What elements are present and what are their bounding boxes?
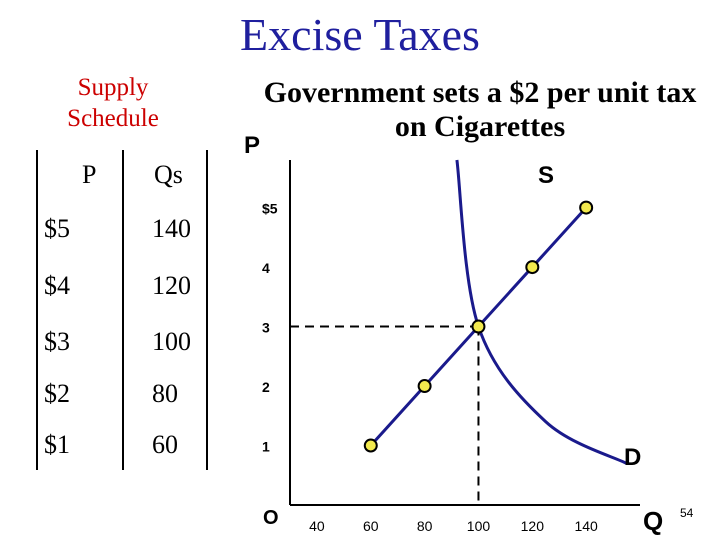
- supply-point: [525, 260, 540, 275]
- y-tick-label: 3: [262, 320, 270, 336]
- series-label-d: D: [624, 444, 641, 471]
- x-axis-label: Q: [643, 506, 663, 536]
- table-right-border: [206, 150, 208, 470]
- origin-label: O: [263, 507, 279, 529]
- y-tick-label: 4: [262, 260, 270, 276]
- table-cell-quantity: 140: [152, 214, 191, 243]
- table-cell-quantity: 100: [152, 327, 191, 356]
- table-cell-price: $3: [44, 327, 70, 356]
- supply-point: [417, 379, 432, 394]
- column-header-p: P: [82, 160, 97, 189]
- table-cell-price: $1: [44, 430, 70, 459]
- x-tick-label: 40: [309, 518, 325, 534]
- demand-curve: [455, 159, 628, 465]
- x-tick-label: 100: [467, 518, 491, 534]
- page-title: Excise Taxes: [240, 9, 480, 60]
- table-column-divider: [122, 150, 124, 470]
- series-label-s: S: [538, 162, 554, 189]
- table-left-border: [36, 150, 38, 470]
- table-cell-price: $4: [44, 271, 70, 300]
- supply-point: [363, 438, 378, 453]
- table-cell-quantity: 120: [152, 271, 191, 300]
- supply-point: [579, 200, 594, 215]
- x-tick-label: 120: [521, 518, 545, 534]
- y-tick-label: $5: [262, 201, 278, 217]
- table-cell-quantity: 80: [152, 379, 178, 408]
- table-cell-price: $2: [44, 379, 70, 408]
- x-tick-label: 140: [574, 518, 598, 534]
- y-tick-label: 2: [262, 379, 270, 395]
- x-tick-label: 80: [417, 518, 433, 534]
- supply-point: [471, 319, 486, 334]
- supply-schedule-table: P Qs $5 140 $4 120 $3 100 $2 80 $1 60: [36, 150, 208, 470]
- table-cell-quantity: 60: [152, 430, 178, 459]
- x-tick-label: 60: [363, 518, 379, 534]
- column-header-qs: Qs: [154, 160, 183, 189]
- y-axis-label: P: [244, 132, 260, 159]
- y-tick-label: 1: [262, 439, 270, 455]
- table-cell-price: $5: [44, 214, 70, 243]
- supply-schedule-heading: Supply Schedule: [67, 74, 159, 132]
- page-number: 54: [680, 506, 694, 520]
- tax-description: Government sets a $2 per unit tax on Cig…: [263, 76, 697, 143]
